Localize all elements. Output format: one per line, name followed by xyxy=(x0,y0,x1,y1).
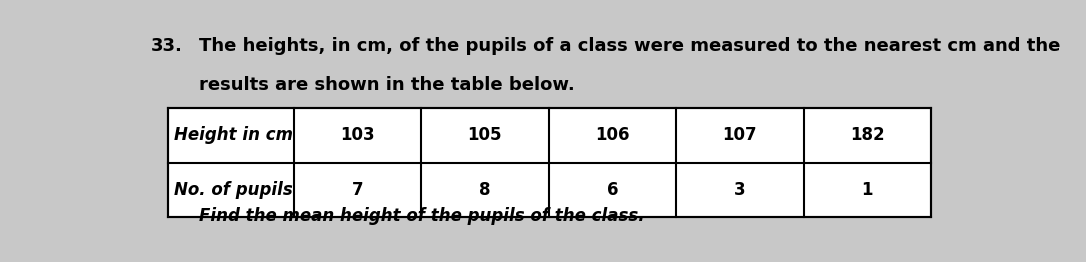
Text: 8: 8 xyxy=(479,181,491,199)
Text: 3: 3 xyxy=(734,181,746,199)
Text: Height in cm: Height in cm xyxy=(174,126,292,144)
Text: No. of pupils: No. of pupils xyxy=(174,181,292,199)
Text: 107: 107 xyxy=(722,126,757,144)
Text: 1: 1 xyxy=(861,181,873,199)
Text: 106: 106 xyxy=(595,126,630,144)
Text: results are shown in the table below.: results are shown in the table below. xyxy=(199,76,574,94)
Text: 33.: 33. xyxy=(151,37,182,56)
Text: 182: 182 xyxy=(850,126,885,144)
Text: The heights, in cm, of the pupils of a class were measured to the nearest cm and: The heights, in cm, of the pupils of a c… xyxy=(199,37,1060,56)
Text: 103: 103 xyxy=(340,126,375,144)
Text: 6: 6 xyxy=(607,181,618,199)
Text: 7: 7 xyxy=(352,181,363,199)
Text: 105: 105 xyxy=(468,126,502,144)
FancyBboxPatch shape xyxy=(167,108,931,217)
Text: Find the mean height of the pupils of the class.: Find the mean height of the pupils of th… xyxy=(199,207,644,225)
